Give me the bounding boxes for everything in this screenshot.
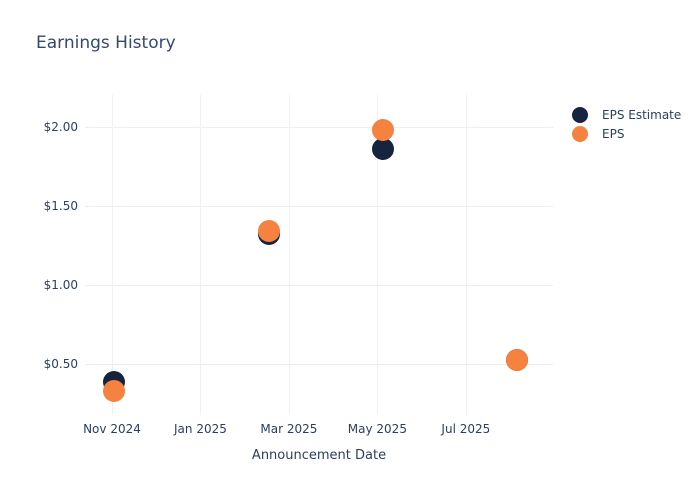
data-point-eps[interactable]: [371, 118, 394, 141]
x-tick-label: Mar 2025: [260, 422, 318, 436]
legend-label-eps-estimate: EPS Estimate: [602, 107, 682, 122]
legend-item-eps[interactable]: EPS: [572, 124, 681, 143]
y-tick-label: $1.00: [43, 278, 78, 293]
gridline-y: [85, 205, 553, 207]
gridline-x: [288, 95, 290, 415]
legend: EPS Estimate EPS: [572, 105, 681, 143]
chart-title: Earnings History: [36, 33, 176, 53]
x-tick-label: May 2025: [347, 422, 407, 436]
y-tick-label: $0.50: [43, 357, 78, 372]
y-tick-label: $2.00: [43, 119, 78, 134]
gridline-x: [465, 95, 467, 415]
x-tick-label: Jul 2025: [441, 422, 491, 436]
data-point-eps[interactable]: [258, 220, 280, 243]
gridline-x: [111, 95, 113, 415]
gridline-x: [200, 95, 202, 415]
legend-label-eps: EPS: [602, 126, 625, 141]
data-point-eps[interactable]: [103, 380, 126, 403]
data-point-eps[interactable]: [505, 348, 528, 371]
gridline-x: [377, 95, 379, 415]
legend-item-eps-estimate[interactable]: EPS Estimate: [572, 105, 681, 124]
y-tick-label: $1.50: [43, 198, 78, 213]
gridline-y: [85, 126, 553, 128]
x-tick-label: Nov 2024: [83, 422, 141, 436]
gridline-y: [85, 285, 553, 287]
legend-marker-eps-estimate-icon: [572, 106, 588, 123]
x-axis-title: Announcement Date: [251, 448, 387, 463]
x-tick-label: Jan 2025: [174, 422, 227, 436]
gridline-y: [85, 364, 553, 366]
legend-marker-eps-icon: [572, 125, 588, 142]
plot-area: $2.00 $1.50 $1.00 $0.50 Nov 2024 Jan 2025 Mar …: [44, 95, 553, 436]
data-point-eps-estimate[interactable]: [371, 137, 394, 160]
